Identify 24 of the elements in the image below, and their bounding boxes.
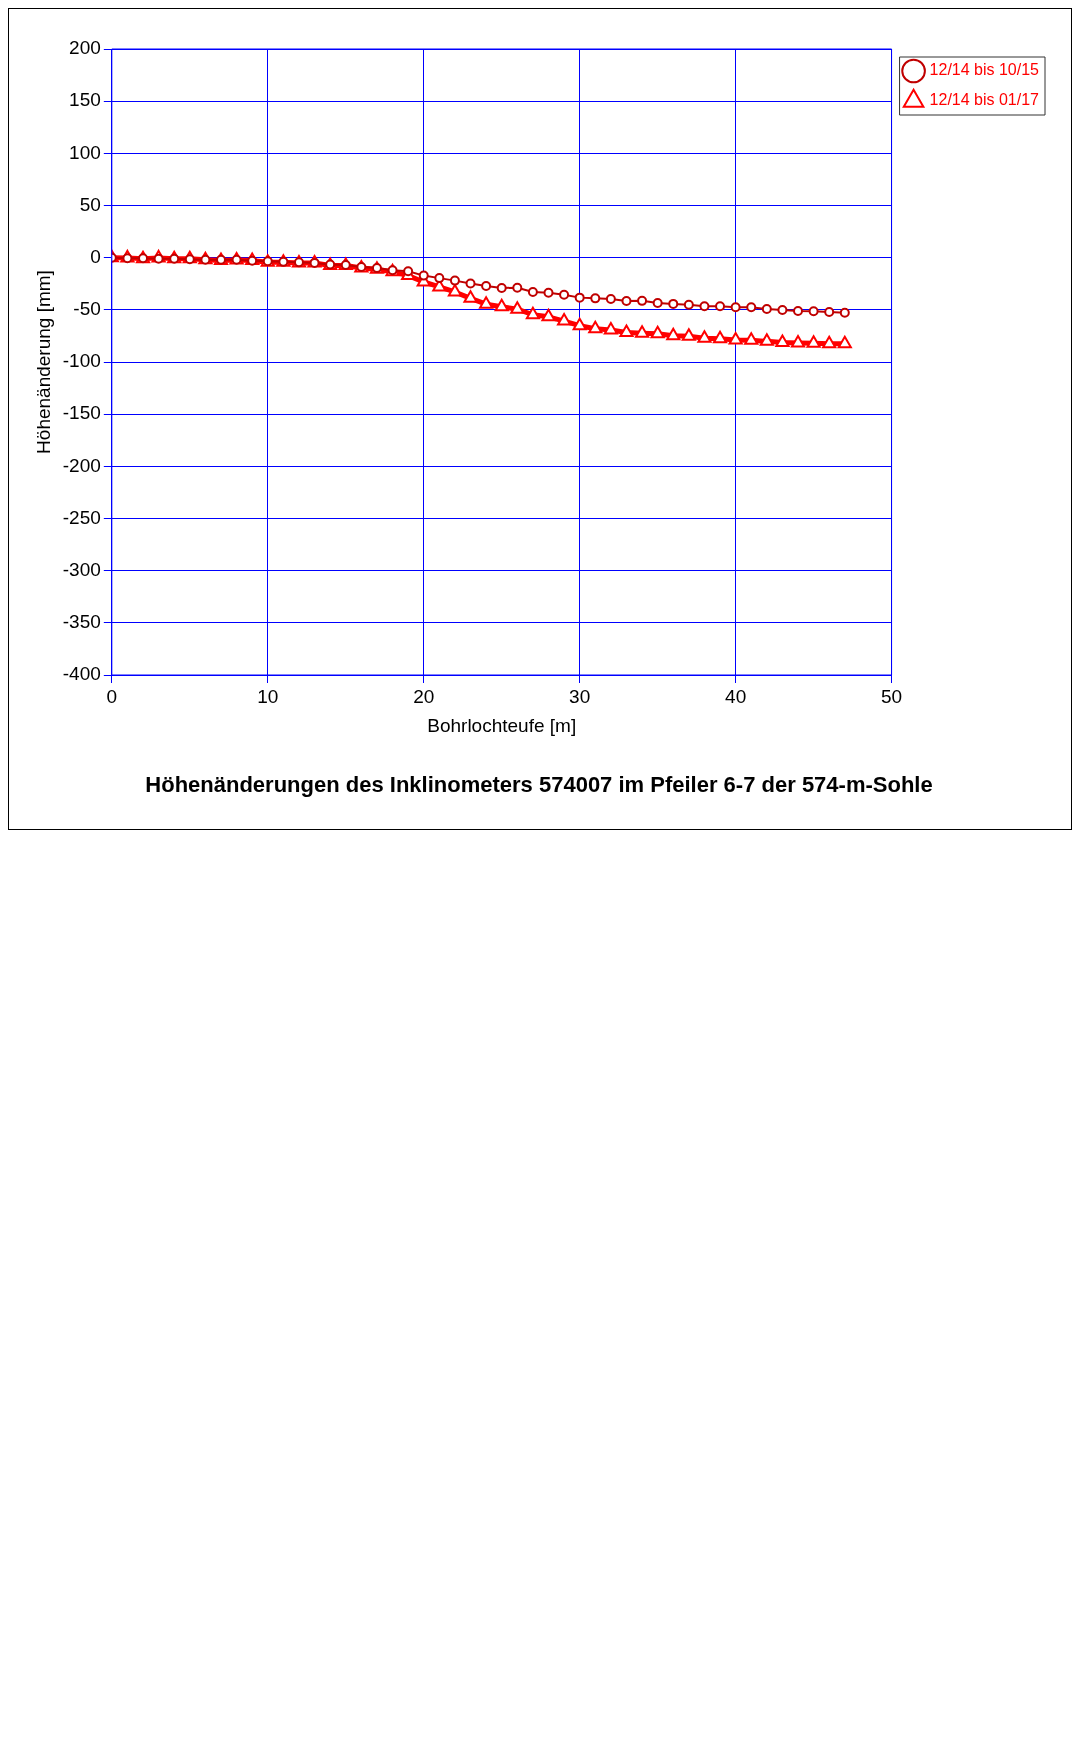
y-tick-label: -200 <box>62 454 101 476</box>
y-tick-label: 150 <box>69 89 101 111</box>
x-tick-label: 10 <box>257 685 279 707</box>
x-tick-label: 20 <box>413 685 435 707</box>
y-tick-label: -250 <box>62 506 101 528</box>
x-tick-label: 30 <box>569 685 591 707</box>
x-axis-title: Bohrlochteufe [m] <box>427 715 577 737</box>
y-tick-label: 200 <box>69 37 101 59</box>
x-tick-label: 40 <box>725 685 747 707</box>
y-tick-label: -150 <box>62 402 101 424</box>
text: Höhenänderungen des Inklinometers 574007 im Pfeiler 6-7 der 574-m-Sohle <box>145 771 933 797</box>
legend-label: 12/14 bis 01/17 <box>929 91 1040 109</box>
y-axis-title: Höhenänderung [mm] <box>32 270 54 454</box>
legend-label: 12/14 bis 10/15 <box>929 61 1040 79</box>
y-tick-label: 50 <box>79 193 101 215</box>
y-tick-label: -350 <box>62 611 101 633</box>
y-tick-label: -300 <box>62 558 101 580</box>
y-tick-label: -400 <box>62 663 101 685</box>
y-tick-label: 100 <box>69 141 101 163</box>
y-tick-label: -100 <box>62 350 101 372</box>
x-tick-label: 0 <box>106 685 118 707</box>
x-tick-label: 50 <box>881 685 903 707</box>
y-tick-label: 0 <box>90 245 101 267</box>
y-tick-label: -50 <box>73 298 101 320</box>
